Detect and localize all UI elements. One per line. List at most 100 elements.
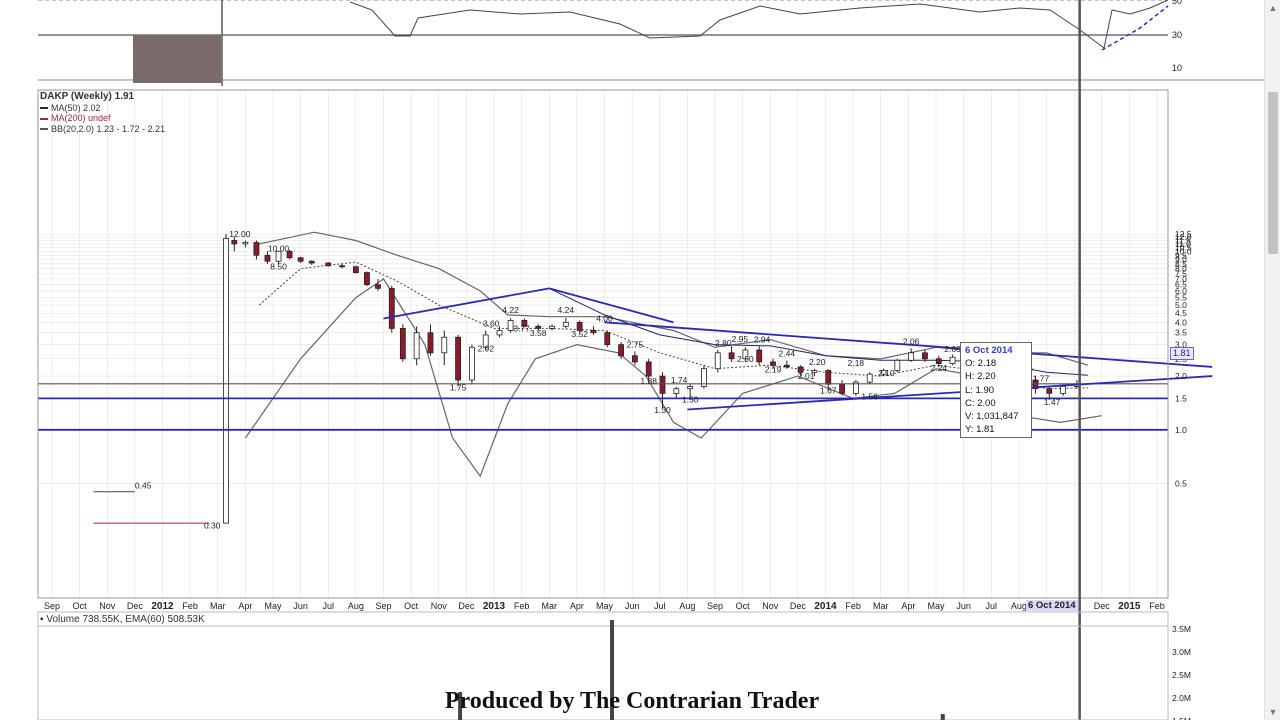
candle-body	[482, 334, 489, 348]
scroll-down-icon[interactable]: ▼	[1268, 707, 1278, 717]
candle-body	[375, 284, 381, 289]
y-tick-label: 9.0	[1175, 254, 1187, 264]
tooltip-date: 6 Oct 2014	[965, 345, 1013, 356]
volume-tick-label: 2.0M	[1172, 693, 1191, 703]
y-tick-label: 10.5	[1175, 243, 1192, 253]
volume-panel-border	[37, 611, 1169, 720]
candle-body	[839, 383, 845, 394]
y-tick-label: 11.5	[1175, 235, 1191, 245]
volume-tick-label: 1.5M	[1172, 716, 1191, 720]
rsi-tick-label: 50	[1172, 0, 1182, 6]
x-tick-label: Dec	[458, 601, 475, 611]
candle-body	[1060, 386, 1066, 394]
candle-body	[645, 361, 652, 377]
y-tick-label: 4.5	[1175, 308, 1187, 318]
trendline	[383, 287, 550, 320]
price-annotation: 1.75	[450, 383, 467, 393]
x-tick-label: Feb	[845, 601, 861, 611]
price-annotation: 2.94	[754, 335, 771, 345]
x-tick-label: Jun	[625, 601, 640, 611]
candle-body	[922, 352, 928, 360]
candle-body	[852, 381, 859, 394]
x-tick-label: Sep	[375, 601, 391, 611]
candle-body	[535, 325, 542, 329]
volume-legend: ▪ Volume 738.55K, EMA(60) 508.53K	[40, 614, 205, 625]
candle-body	[286, 250, 293, 259]
candle-body	[308, 260, 315, 264]
x-tick-label: Apr	[901, 601, 915, 611]
candle-body	[441, 336, 448, 354]
price-annotation: 2.10	[878, 368, 895, 378]
y-tick-label: 12.5	[1175, 229, 1192, 239]
price-annotation: 2.44	[779, 349, 796, 359]
tooltip-volume: V: 1,031,847	[965, 411, 1019, 423]
trendline	[604, 321, 1213, 368]
price-annotation: 2.95	[732, 334, 749, 344]
y-tick-label: 11.0	[1175, 239, 1191, 249]
price-annotation: 3.77	[513, 324, 530, 334]
x-tick-label: Oct	[736, 601, 751, 611]
volume-panel: 3.5M 3.0M 2.5M 2.0M 1.5M	[37, 611, 1191, 720]
chart-legend: DAKP (Weekly) 1.91 MA(50) 2.02 MA(200) u…	[40, 91, 165, 134]
x-tick-label: Dec	[1094, 601, 1111, 611]
price-annotation: 2.24	[930, 363, 947, 373]
candle-body	[631, 355, 638, 363]
volume-tick-label: 2.5M	[1172, 670, 1191, 680]
x-tick-label: Mar	[542, 601, 558, 611]
candle-body	[352, 266, 359, 273]
x-tick-label: Sep	[44, 601, 60, 611]
price-annotation: 2.06	[903, 337, 920, 347]
candle-body	[521, 320, 528, 327]
cursor-date-badge: 6 Oct 2014	[1026, 600, 1078, 611]
volume-bar	[610, 620, 615, 720]
price-annotation: 1.74	[671, 375, 688, 385]
price-annotation: 2.50	[737, 354, 754, 364]
tooltip-high: H: 2.20	[965, 371, 996, 383]
price-annotation: 4.00	[596, 313, 613, 323]
candle-body	[427, 332, 434, 354]
price-annotation: 2.75	[627, 339, 644, 349]
x-tick-label: Nov	[431, 601, 448, 611]
x-tick-label: Jul	[985, 601, 997, 611]
bb-middle	[258, 261, 1088, 390]
price-annotation: 2.20	[809, 357, 826, 367]
price-annotation: 1.77	[1033, 373, 1050, 383]
scroll-thumb[interactable]	[1268, 92, 1278, 254]
price-annotation: 2.19	[765, 365, 782, 375]
candle-body	[783, 364, 790, 368]
candle-body	[880, 370, 887, 375]
price-panel-border	[37, 89, 1169, 599]
candle-body	[590, 330, 597, 334]
x-tick-label: Oct	[404, 601, 419, 611]
y-tick-label: 1.0	[1175, 425, 1187, 435]
legend-ma50: MA(50) 2.02	[40, 103, 165, 114]
watermark-text: Produced by The Contrarian Trader	[444, 688, 820, 714]
tooltip-y: Y: 1.81	[965, 424, 995, 436]
candle-body	[468, 346, 475, 381]
candle-body	[742, 349, 749, 360]
y-tick-label: 10.0	[1175, 246, 1192, 256]
volume-legend-text: Volume 738.55K, EMA(60) 508.53K	[46, 614, 205, 625]
x-tick-label: May	[927, 601, 945, 611]
tooltip-low: L: 1.90	[965, 384, 995, 396]
x-tick-label: Oct	[73, 601, 88, 611]
candle-body	[701, 368, 707, 387]
x-tick-label: Feb	[182, 601, 198, 611]
price-annotation: 1.67	[820, 385, 837, 395]
y-tick-label: 4.0	[1175, 317, 1187, 327]
trendline	[687, 375, 1213, 411]
x-tick-label: May	[264, 601, 282, 611]
candle-body	[687, 386, 694, 390]
x-tick-label: Apr	[570, 601, 584, 611]
candle-body	[275, 250, 282, 262]
price-annotation: 10.00	[268, 243, 290, 253]
scroll-up-icon[interactable]: ▲	[1268, 3, 1278, 13]
y-tick-label: 3.0	[1175, 340, 1187, 350]
vertical-scrollbar[interactable]: ▲ ▼	[1264, 0, 1280, 720]
candle-body	[714, 352, 721, 370]
rsi-panel: 50 30 10	[38, 0, 1264, 83]
x-tick-label: Aug	[348, 601, 364, 611]
candle-body	[223, 238, 229, 524]
tooltip-close: C: 2.00	[965, 397, 996, 409]
candle-body	[618, 344, 624, 357]
